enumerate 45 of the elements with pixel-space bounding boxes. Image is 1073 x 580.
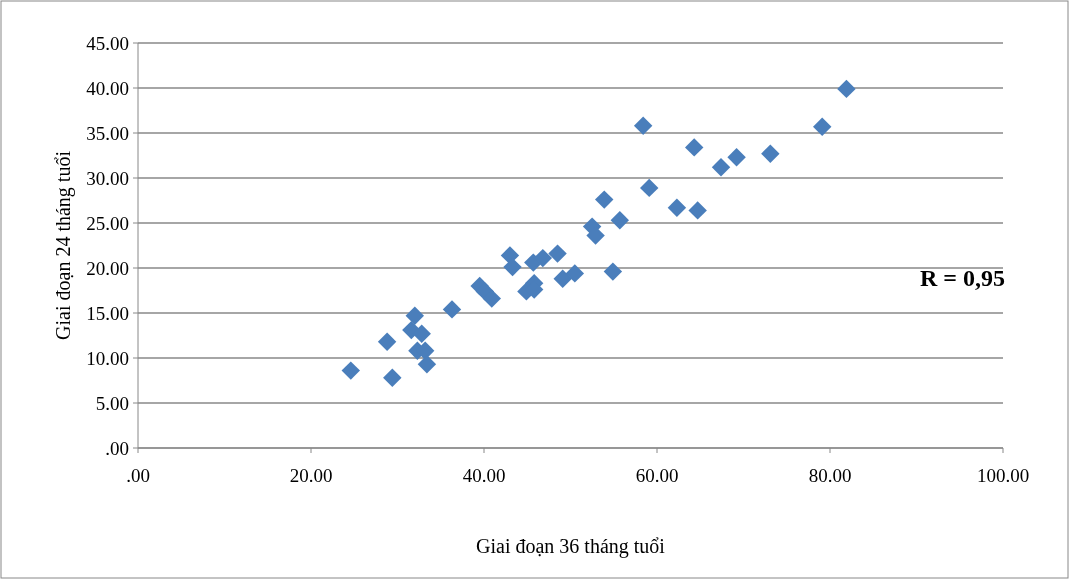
y-tick-label: 20.00	[86, 257, 129, 279]
point	[633, 116, 653, 136]
point	[727, 148, 746, 167]
point	[610, 211, 630, 230]
point	[761, 144, 780, 163]
point	[565, 264, 585, 283]
y-tick-label: 5.00	[95, 392, 129, 414]
point	[688, 201, 707, 220]
y-tick-label: 40.00	[86, 77, 129, 99]
point	[383, 368, 402, 388]
point	[503, 257, 522, 277]
x-tick-label: 60.00	[635, 465, 679, 486]
x-tick-label: 80.00	[808, 465, 852, 486]
point	[377, 332, 397, 352]
point	[412, 324, 431, 343]
point	[603, 262, 623, 281]
y-tick-label: 10.00	[86, 347, 129, 369]
x-tick-label: 40.00	[462, 465, 506, 486]
y-tick-label: .00	[105, 437, 129, 459]
annotation: R = 0,95	[920, 265, 1006, 291]
point	[813, 117, 832, 136]
y-tick-label: 15.00	[86, 302, 129, 324]
point	[548, 244, 567, 263]
point	[553, 269, 572, 289]
y-tick-label: 30.00	[86, 167, 129, 189]
y-tick-label: 35.00	[86, 122, 129, 144]
x-tick-label: 100.00	[976, 465, 1030, 486]
x-tick-label: 20.00	[289, 465, 333, 486]
point	[533, 248, 553, 268]
point	[417, 355, 437, 374]
point	[595, 190, 614, 209]
point	[640, 178, 659, 198]
point	[837, 79, 856, 99]
y-axis-title: Giai đoạn 24 tháng tuổi	[52, 150, 75, 340]
y-tick-label: 45.00	[86, 32, 129, 54]
point	[405, 306, 425, 325]
y-tick-label: 25.00	[86, 212, 129, 234]
point	[341, 361, 361, 380]
point	[442, 300, 462, 319]
x-tick-label: .00	[126, 465, 150, 486]
point	[711, 157, 731, 177]
point	[684, 138, 704, 157]
point	[482, 289, 501, 308]
point	[667, 198, 687, 217]
x-axis-title: Giai đoạn 36 tháng tuổi	[476, 535, 666, 558]
